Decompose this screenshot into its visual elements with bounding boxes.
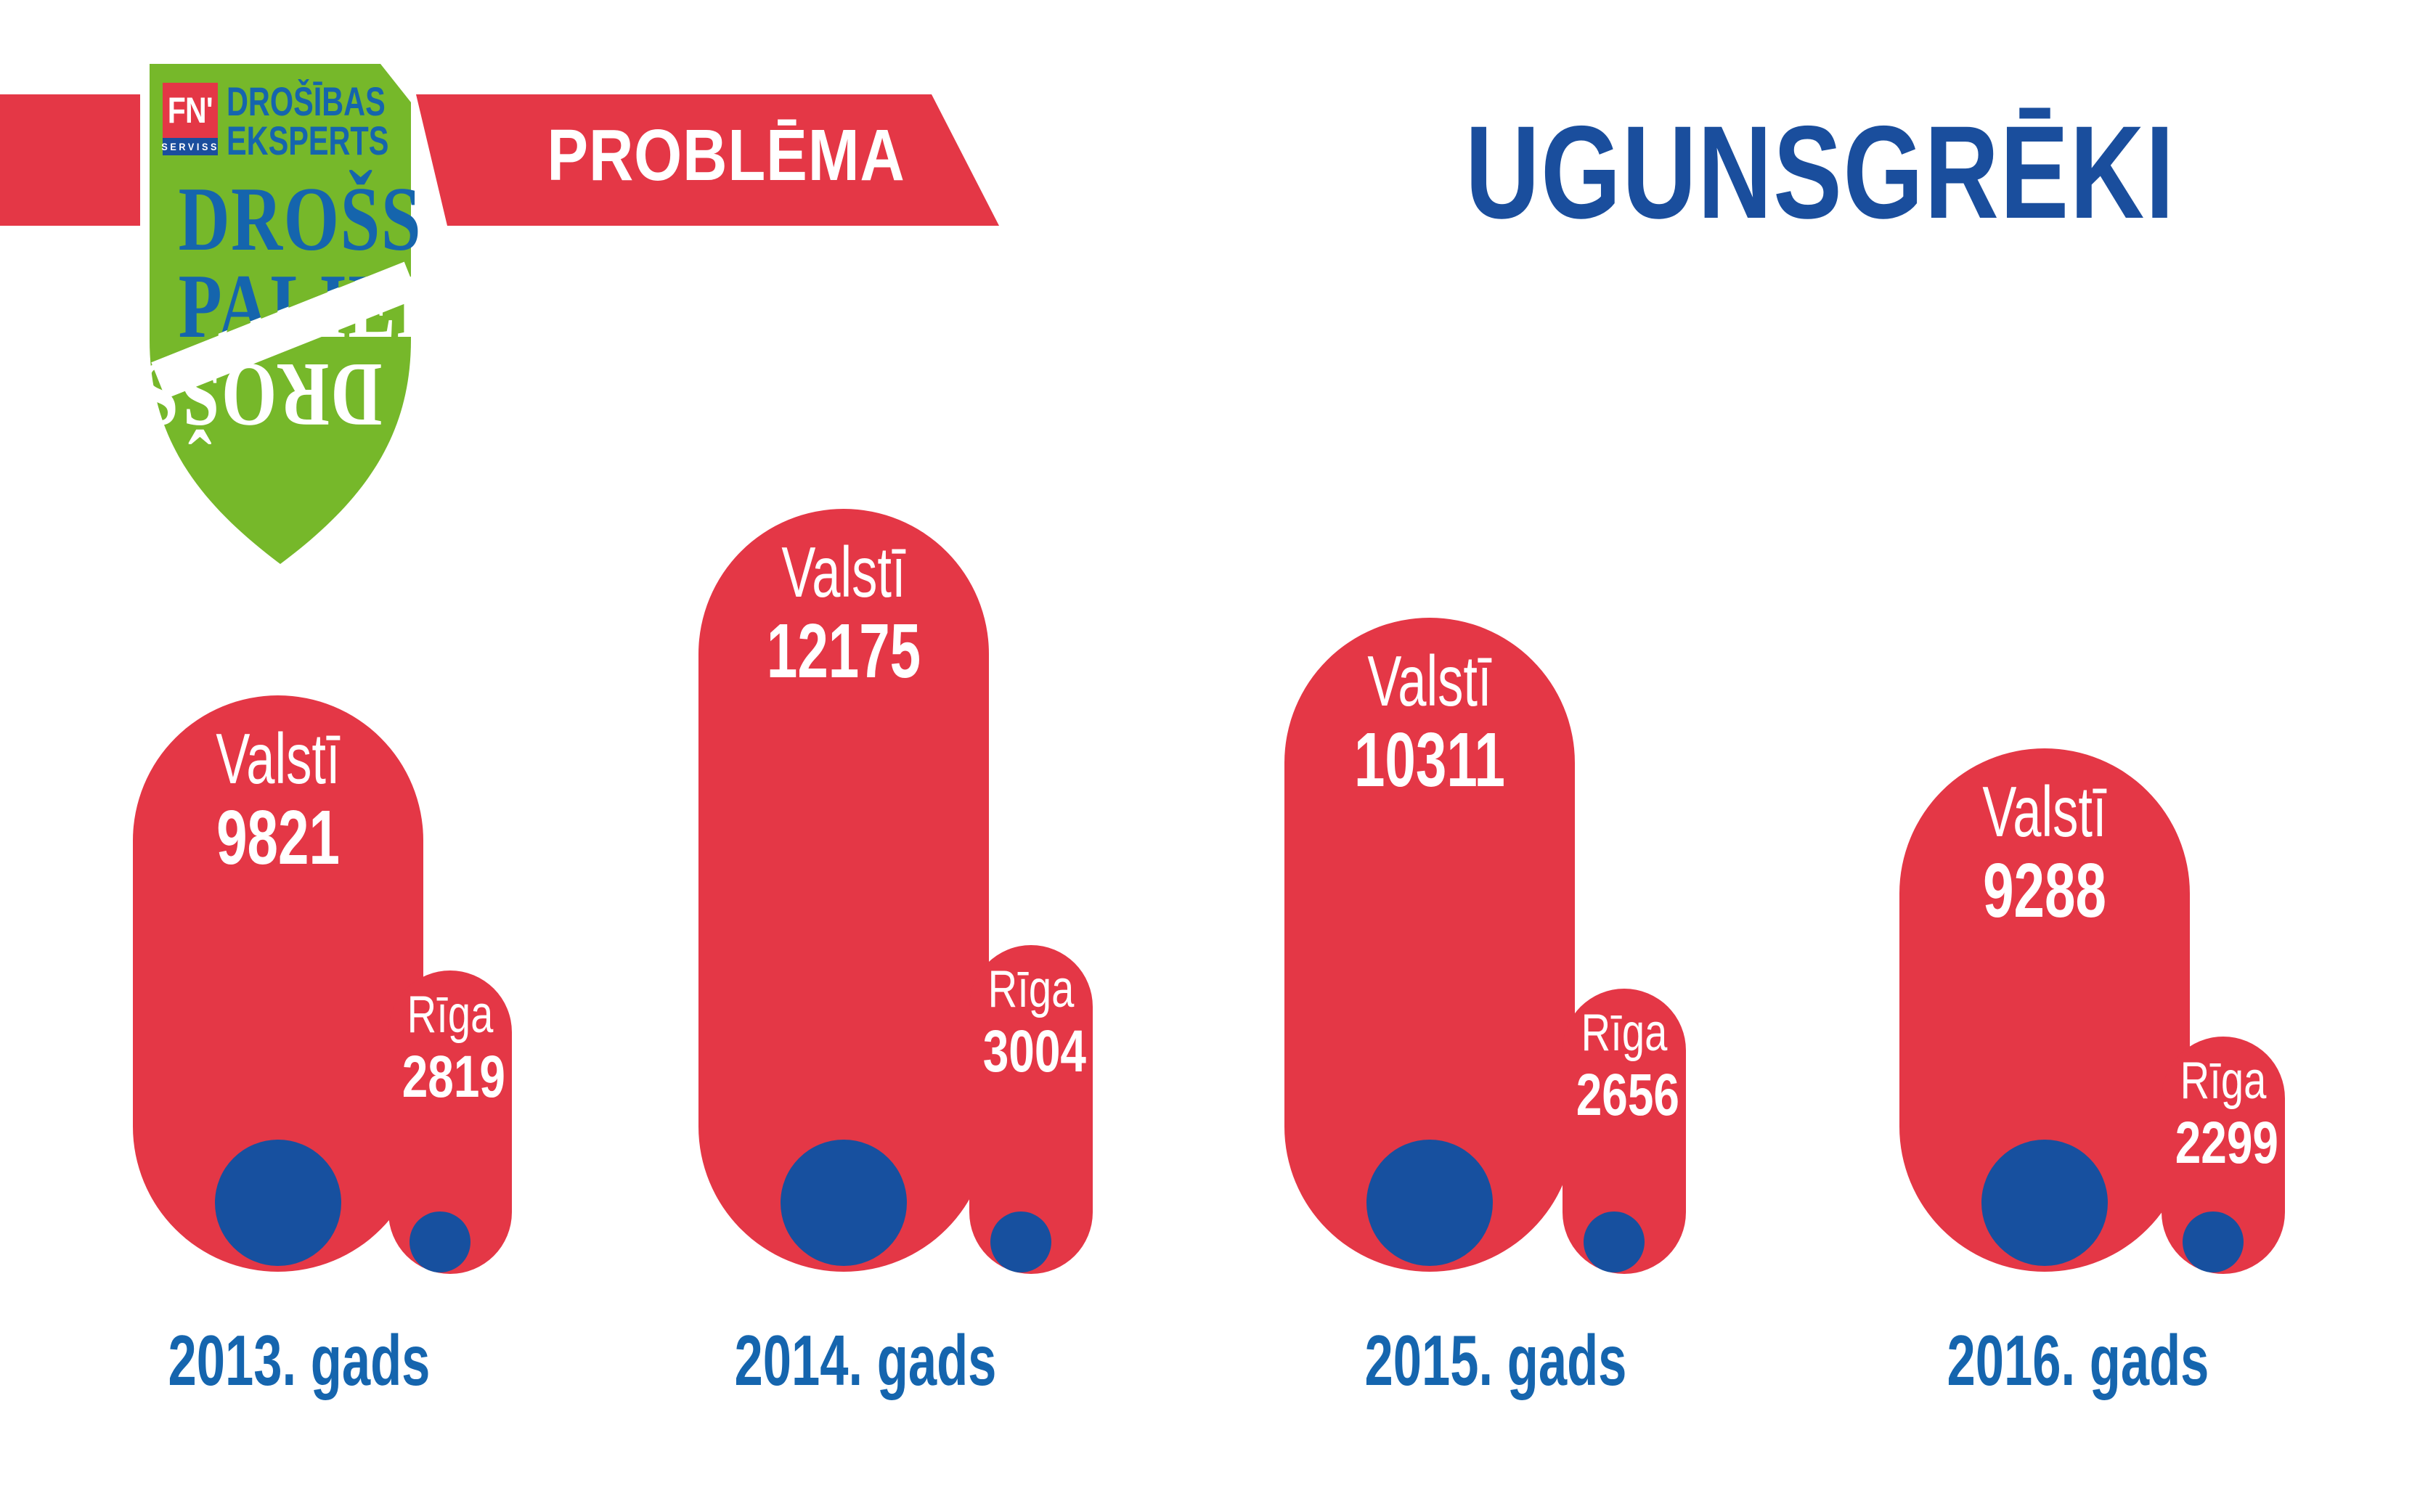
ribbon-label: PROBLĒMA <box>547 115 905 196</box>
riga-dot <box>1584 1211 1645 1272</box>
valsti-dot <box>215 1140 341 1266</box>
year-label: 2015. gads <box>1364 1320 1627 1400</box>
logo-line-drosibas: DROŠĪBAS <box>227 78 386 124</box>
riga-dot <box>2183 1211 2244 1272</box>
riga-value: 3004 <box>982 1018 1086 1085</box>
valsti-text: Valstī 12175 <box>739 532 948 694</box>
riga-value: 2819 <box>402 1044 505 1111</box>
page-title: UGUNSGRĒKI <box>1465 98 2175 246</box>
valsti-text: Valstī 9821 <box>174 719 383 880</box>
motto-line-3-flipped: DROŠS <box>138 344 383 445</box>
valsti-dot <box>1981 1140 2108 1266</box>
fn-logo-text: FN' <box>168 90 213 131</box>
riga-value: 2299 <box>2175 1110 2278 1177</box>
valsti-series-label: Valstī <box>1982 772 2107 851</box>
valsti-text: Valstī 9288 <box>1940 772 2149 933</box>
valsti-value: 10311 <box>1353 716 1506 803</box>
serviss-bar: SERVISS <box>161 138 219 155</box>
fn-logo: FN' <box>163 83 218 138</box>
problem-ribbon <box>0 94 999 226</box>
valsti-value: 9821 <box>216 794 340 880</box>
riga-text: Rīga 2656 <box>1576 1004 1679 1129</box>
riga-series-label: Rīga <box>407 986 494 1044</box>
riga-dot <box>410 1211 470 1272</box>
year-label: 2013. gads <box>168 1320 431 1400</box>
riga-series-label: Rīga <box>987 960 1075 1018</box>
riga-text: Rīga 3004 <box>982 960 1086 1085</box>
riga-text: Rīga 2299 <box>2175 1052 2278 1177</box>
motto-line-1: DROŠS <box>178 169 423 270</box>
riga-text: Rīga 2819 <box>402 986 505 1111</box>
serviss-label: SERVISS <box>161 141 219 152</box>
riga-series-label: Rīga <box>2180 1052 2267 1110</box>
year-label: 2016. gads <box>1947 1320 2209 1400</box>
valsti-series-label: Valstī <box>781 532 906 612</box>
valsti-value: 12175 <box>766 608 921 694</box>
riga-dot <box>990 1211 1051 1272</box>
valsti-dot <box>781 1140 907 1266</box>
valsti-series-label: Valstī <box>216 719 341 798</box>
logo-line-eksperts: EKSPERTS <box>227 118 389 163</box>
year-label: 2014. gads <box>734 1320 997 1400</box>
motto-line-2: PALIEK PALIEK <box>178 256 454 357</box>
riga-series-label: Rīga <box>1581 1004 1668 1062</box>
valsti-dot <box>1366 1140 1493 1266</box>
valsti-series-label: Valstī <box>1367 641 1492 721</box>
riga-value: 2656 <box>1576 1062 1679 1129</box>
valsti-text: Valstī 10311 <box>1325 641 1534 803</box>
ribbon-banner <box>416 94 999 226</box>
ribbon-left-band <box>0 94 140 226</box>
valsti-value: 9288 <box>1983 847 2106 933</box>
